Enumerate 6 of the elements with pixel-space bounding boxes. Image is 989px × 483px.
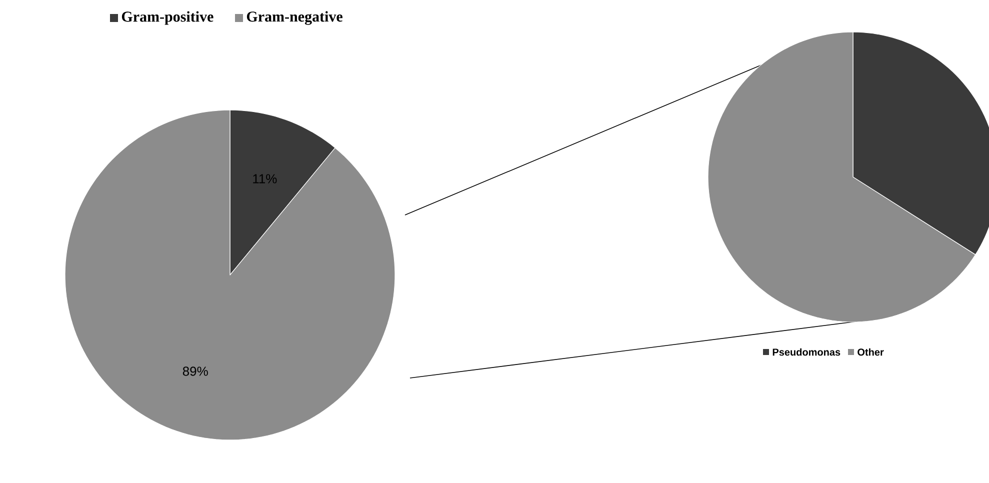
legend-label: Gram-positive	[122, 11, 214, 25]
data-label: 11%	[253, 174, 277, 184]
legend-label: Other	[858, 348, 884, 356]
legend-label: Gram-negative	[246, 11, 342, 25]
data-label: 89%	[182, 366, 208, 376]
legend-label: Pseudomonas	[772, 348, 840, 356]
